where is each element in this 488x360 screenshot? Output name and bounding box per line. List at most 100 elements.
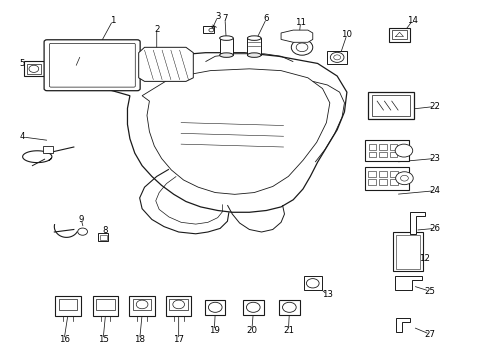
Text: 18: 18 bbox=[134, 335, 145, 344]
Bar bbox=[378, 171, 386, 177]
Bar bbox=[169, 299, 187, 310]
Polygon shape bbox=[395, 318, 409, 332]
Text: 20: 20 bbox=[246, 326, 257, 335]
Bar bbox=[395, 235, 419, 269]
Ellipse shape bbox=[247, 53, 261, 57]
Bar bbox=[368, 152, 375, 157]
Bar bbox=[389, 171, 397, 177]
Text: 27: 27 bbox=[424, 330, 434, 339]
Text: 19: 19 bbox=[208, 326, 219, 335]
Bar bbox=[389, 179, 397, 185]
Bar bbox=[388, 28, 409, 41]
Bar bbox=[43, 146, 53, 153]
Bar bbox=[389, 144, 397, 149]
Bar bbox=[326, 50, 346, 64]
Ellipse shape bbox=[219, 36, 233, 40]
Ellipse shape bbox=[247, 36, 261, 40]
Text: 16: 16 bbox=[59, 335, 69, 344]
Bar bbox=[165, 296, 191, 316]
Text: 24: 24 bbox=[428, 186, 439, 195]
Text: 23: 23 bbox=[428, 154, 439, 163]
Bar bbox=[379, 144, 386, 149]
Bar bbox=[55, 296, 81, 316]
Text: 17: 17 bbox=[173, 335, 184, 344]
Circle shape bbox=[54, 49, 98, 81]
Text: 11: 11 bbox=[294, 18, 305, 27]
Bar bbox=[243, 300, 263, 315]
Circle shape bbox=[394, 144, 412, 157]
Bar bbox=[23, 61, 44, 76]
Text: 22: 22 bbox=[428, 102, 439, 111]
Bar bbox=[279, 300, 299, 315]
Bar bbox=[367, 179, 375, 185]
Polygon shape bbox=[139, 47, 193, 81]
Circle shape bbox=[172, 300, 184, 309]
Bar bbox=[59, 299, 77, 310]
Text: 2: 2 bbox=[154, 25, 159, 34]
Circle shape bbox=[29, 65, 39, 72]
Bar bbox=[367, 92, 413, 119]
Bar bbox=[303, 276, 322, 290]
Circle shape bbox=[91, 50, 130, 79]
Bar bbox=[93, 296, 118, 316]
Text: 25: 25 bbox=[424, 287, 434, 296]
Text: 3: 3 bbox=[215, 12, 220, 21]
Circle shape bbox=[98, 55, 123, 74]
Text: 5: 5 bbox=[20, 59, 25, 68]
FancyBboxPatch shape bbox=[49, 43, 135, 87]
Bar bbox=[364, 140, 408, 161]
Bar bbox=[367, 171, 375, 177]
Circle shape bbox=[330, 52, 343, 62]
Circle shape bbox=[400, 175, 407, 181]
Circle shape bbox=[282, 302, 296, 312]
Circle shape bbox=[208, 302, 222, 312]
Text: 9: 9 bbox=[78, 215, 83, 224]
Bar bbox=[392, 232, 422, 271]
Polygon shape bbox=[281, 30, 312, 42]
Bar bbox=[389, 152, 397, 157]
Bar bbox=[129, 296, 155, 316]
Circle shape bbox=[136, 300, 148, 309]
Text: 15: 15 bbox=[98, 335, 108, 344]
Circle shape bbox=[61, 54, 91, 76]
Circle shape bbox=[306, 279, 319, 288]
Ellipse shape bbox=[219, 53, 233, 57]
Bar bbox=[203, 26, 213, 33]
Bar bbox=[133, 299, 151, 310]
Bar bbox=[378, 179, 386, 185]
Bar bbox=[371, 95, 409, 116]
Bar bbox=[27, 64, 41, 74]
Circle shape bbox=[296, 43, 307, 51]
Text: 12: 12 bbox=[419, 255, 429, 264]
Circle shape bbox=[208, 28, 213, 32]
Bar bbox=[98, 233, 108, 241]
Bar bbox=[204, 300, 225, 315]
Text: 10: 10 bbox=[341, 30, 352, 39]
Text: 6: 6 bbox=[263, 14, 268, 23]
Bar bbox=[247, 38, 261, 55]
Text: 1: 1 bbox=[110, 16, 115, 25]
Text: 8: 8 bbox=[102, 226, 108, 235]
Bar bbox=[96, 299, 115, 310]
Circle shape bbox=[70, 61, 82, 69]
Bar bbox=[379, 152, 386, 157]
Polygon shape bbox=[409, 212, 424, 234]
Text: 14: 14 bbox=[407, 16, 417, 25]
Polygon shape bbox=[394, 276, 422, 291]
Circle shape bbox=[246, 302, 260, 312]
Text: 13: 13 bbox=[321, 290, 332, 299]
FancyBboxPatch shape bbox=[44, 40, 140, 91]
Text: 4: 4 bbox=[20, 132, 25, 141]
Bar bbox=[368, 144, 375, 149]
Circle shape bbox=[395, 172, 412, 185]
Bar bbox=[364, 167, 408, 190]
Text: 21: 21 bbox=[282, 326, 293, 335]
Bar bbox=[391, 30, 406, 39]
Text: 26: 26 bbox=[428, 224, 439, 233]
Bar bbox=[219, 38, 233, 55]
Circle shape bbox=[333, 55, 340, 60]
Bar bbox=[100, 235, 106, 240]
Circle shape bbox=[291, 40, 312, 55]
Text: 7: 7 bbox=[222, 14, 227, 23]
Circle shape bbox=[78, 228, 87, 235]
